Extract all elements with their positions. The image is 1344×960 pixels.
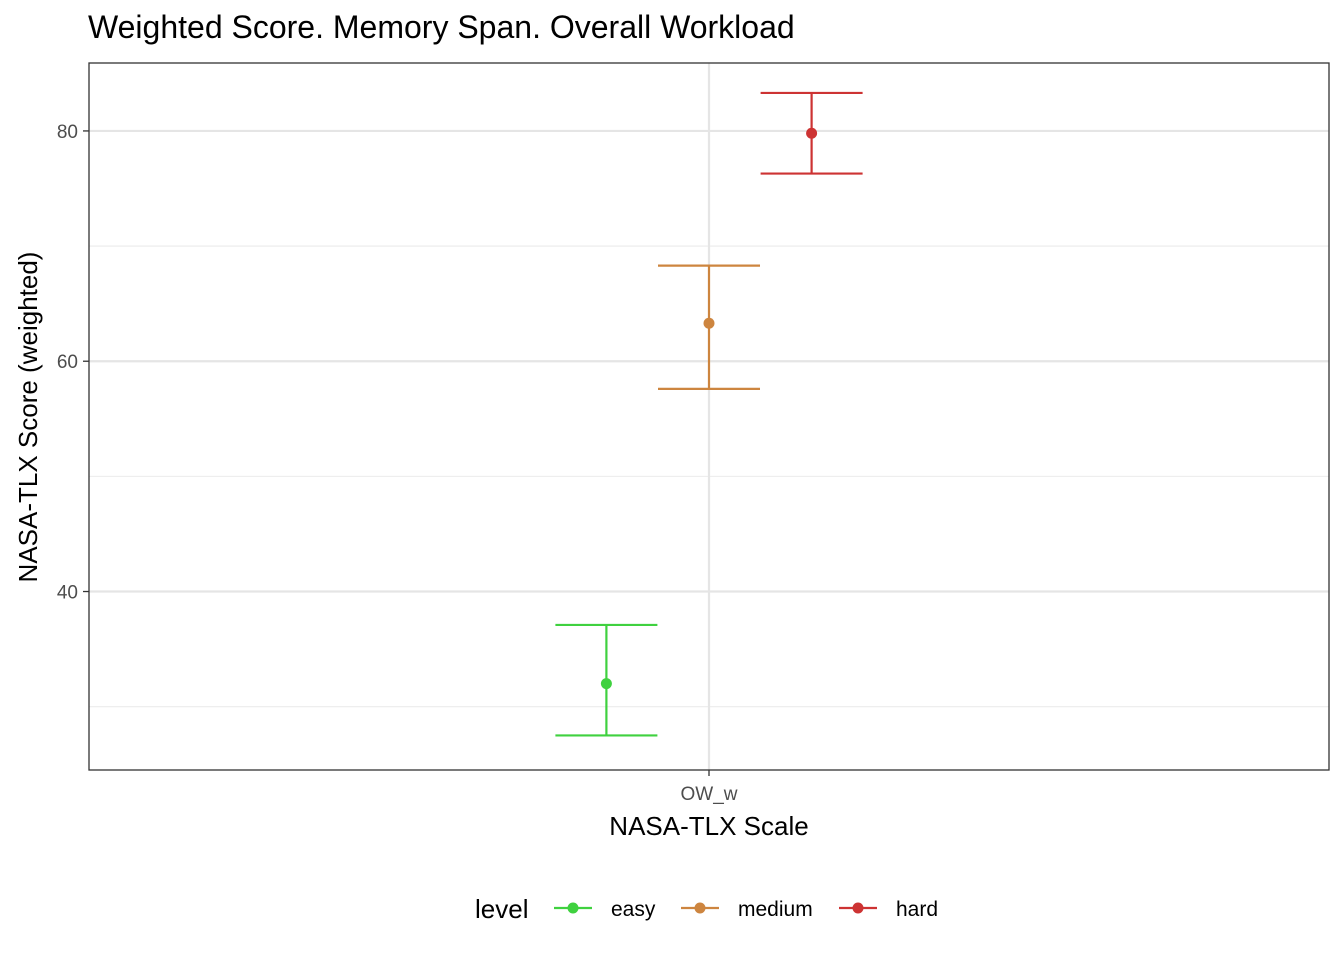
point-hard <box>806 127 818 139</box>
x-tick-label: OW_w <box>681 784 738 805</box>
series-hard <box>760 91 863 175</box>
legend-key-point-medium <box>694 902 706 914</box>
legend-key-point-easy <box>567 902 579 914</box>
series-medium <box>658 264 760 390</box>
legend-key-point-hard <box>852 902 864 914</box>
y-axis-title: NASA-TLX Score (weighted) <box>13 252 43 583</box>
x-axis: OW_w <box>681 770 738 805</box>
legend-title: level <box>475 894 528 924</box>
legend-label-medium: medium <box>738 898 813 921</box>
point-medium <box>703 317 715 329</box>
y-tick-label: 80 <box>57 122 78 143</box>
x-axis-title: NASA-TLX Scale <box>609 811 808 841</box>
legend-item-hard: hard <box>839 898 938 921</box>
y-tick-label: 60 <box>57 352 78 373</box>
legend-label-hard: hard <box>896 898 938 921</box>
chart-title: Weighted Score. Memory Span. Overall Wor… <box>88 9 795 45</box>
legend: level easy medium hard <box>475 894 938 924</box>
series-easy <box>555 623 658 737</box>
y-tick-label: 40 <box>57 583 78 604</box>
y-axis: 40 60 80 <box>57 122 89 604</box>
legend-label-easy: easy <box>611 898 656 921</box>
point-easy <box>600 678 612 690</box>
data-marks <box>555 91 863 737</box>
legend-item-easy: easy <box>554 898 656 921</box>
grid <box>89 63 1329 770</box>
legend-item-medium: medium <box>681 898 813 921</box>
